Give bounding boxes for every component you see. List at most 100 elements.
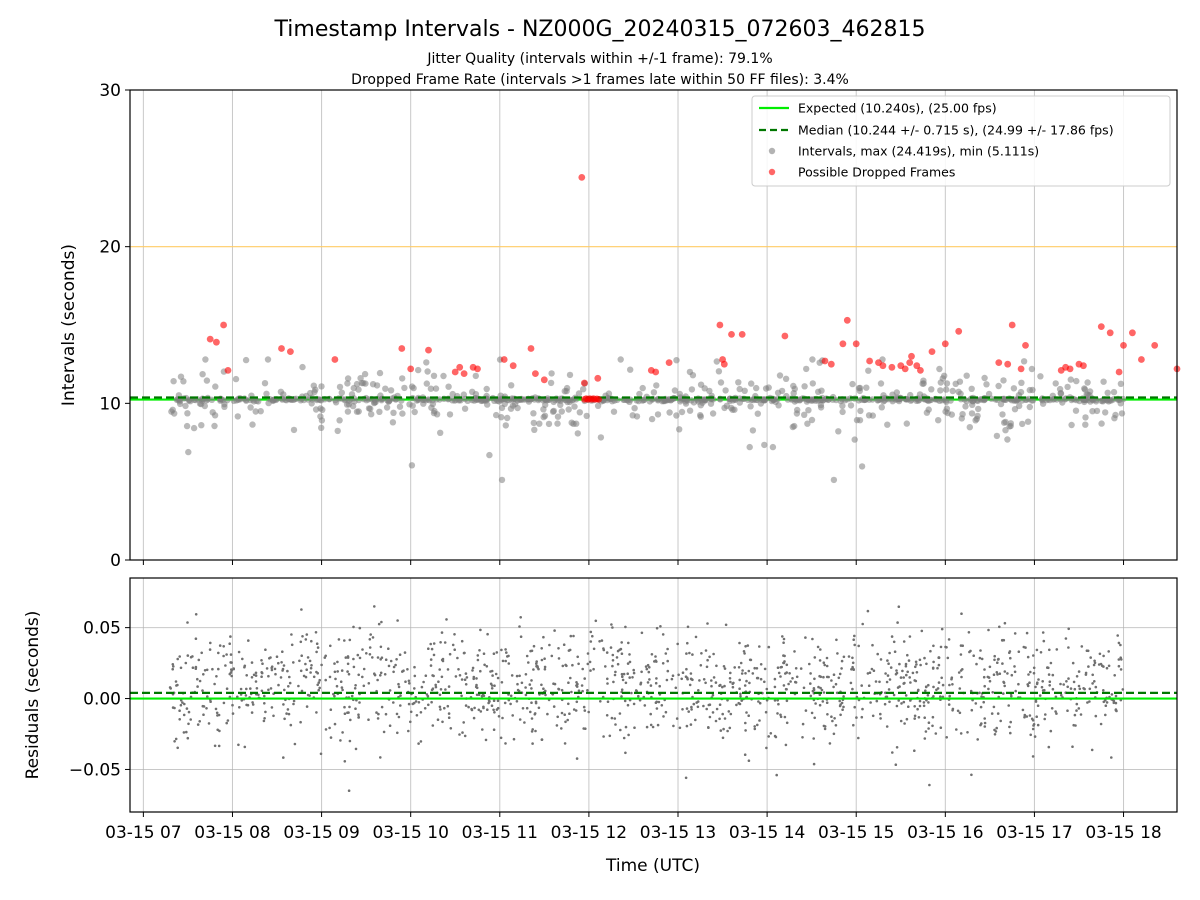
residual-point [776,666,780,669]
residual-point [939,726,943,729]
residual-point [655,626,659,630]
residual-point [323,656,327,659]
residual-point [677,673,680,677]
interval-point [789,423,796,431]
residual-point [263,694,266,698]
dropped-point-42 [827,360,835,368]
interval-point [493,411,500,419]
residual-point [337,638,341,641]
residual-point [215,675,218,678]
residual-point [537,706,541,710]
residual-point [356,653,360,657]
residual-point [409,710,413,714]
residual-point [1093,680,1096,683]
interval-point [182,402,189,410]
residual-point [178,709,181,712]
chart-subtitle-jitter: Jitter Quality (intervals within +/-1 fr… [426,51,772,67]
residual-point [225,721,228,725]
residual-point [279,676,283,679]
residual-point [886,659,889,662]
residual-point [612,680,615,684]
residual-point [209,641,212,645]
dropped-point-6 [331,356,339,363]
residual-point [267,674,270,678]
dropped-point-57 [941,340,949,348]
residual-point [239,687,243,691]
residual-point [715,707,719,711]
interval-point [666,409,673,416]
residual-point [883,702,887,706]
residual-point [438,668,442,671]
residual-point [286,669,289,673]
interval-point [776,372,784,379]
residual-point [611,653,615,657]
residual-point [1080,645,1084,648]
residual-point [341,731,344,734]
residual-point [298,659,301,663]
interval-point [985,390,993,398]
residual-point [254,671,258,675]
interval-point [415,366,422,374]
residual-point [729,712,733,716]
residual-point [1029,733,1032,737]
residual-point [1075,675,1079,678]
residual-point [970,773,973,777]
residual-point [892,640,896,644]
residual-point [288,675,291,679]
interval-point [257,408,264,415]
residual-point [1047,666,1050,670]
residual-point [710,679,713,682]
time-xtick-label-3: 03-15 10 [372,823,448,843]
residual-point [309,666,313,670]
residual-point [555,724,559,727]
residual-point [812,762,816,766]
interval-point [1102,409,1109,416]
interval-point [514,404,521,412]
residual-point [563,742,567,745]
residual-point [1071,661,1075,665]
residual-point [319,752,323,756]
residual-point [722,727,725,731]
residual-point [960,612,963,615]
residual-point [561,664,565,668]
interval-point [383,404,391,411]
interval-point [580,386,587,393]
legend-intervals-label: Intervals, max (24.419s), min (5.111s) [798,144,1039,159]
residual-point [413,687,416,690]
residual-point [409,720,412,724]
residual-point [208,648,212,651]
residual-point [1067,627,1070,631]
residual-point [518,674,521,678]
residual-point [936,666,939,670]
residual-point [518,625,521,628]
interval-point [717,379,725,386]
residual-point [802,686,806,690]
residual-point [810,711,814,715]
residual-point [308,659,312,663]
residual-point [315,650,318,654]
residual-point [904,664,908,668]
residual-point [1042,639,1046,643]
residual-point [779,666,783,669]
residual-point [1001,639,1004,642]
residual-point [476,658,480,662]
residual-point [194,637,198,640]
dropped-point-15 [500,356,508,363]
interval-point [424,368,431,375]
residual-point [341,688,344,692]
interval-point [903,420,910,427]
residual-point [987,628,990,632]
residual-point [306,656,310,659]
residual-point [473,706,476,710]
residual-point [1017,650,1021,653]
residual-point [1077,684,1081,688]
residual-point [787,682,790,686]
residual-point [606,682,609,685]
residual-point [201,689,204,692]
residual-point [888,651,891,655]
residual-point [489,682,493,686]
residual-point [572,634,575,638]
residual-point [779,713,782,717]
residual-point [343,705,346,709]
residual-point [443,641,447,644]
